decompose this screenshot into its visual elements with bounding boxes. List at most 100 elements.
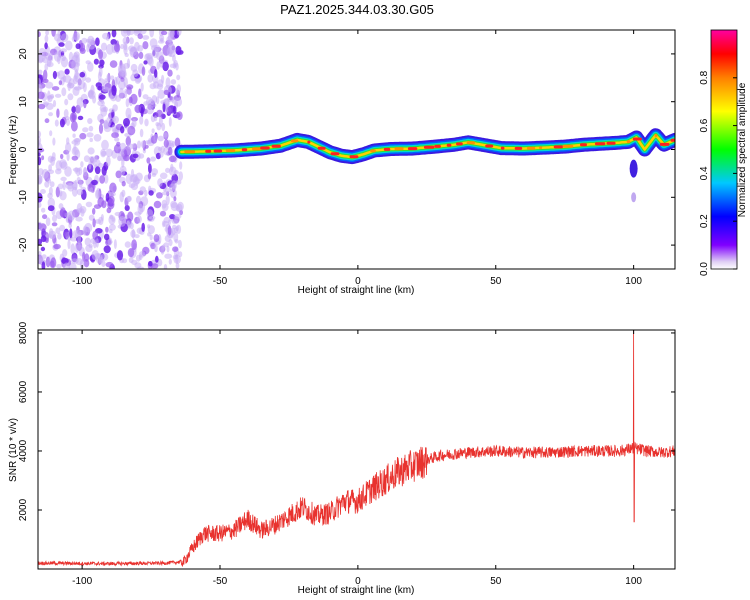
noise-speckle <box>76 208 83 213</box>
noise-speckle <box>123 118 130 127</box>
noise-speckle <box>84 237 92 246</box>
noise-speckle <box>172 54 176 63</box>
ridge-peak <box>434 144 441 148</box>
noise-speckle <box>48 112 53 117</box>
x-tick-label: 0 <box>355 276 361 287</box>
noise-speckle <box>125 136 131 147</box>
snr-panel: -100 -50 0 50 100 2000 4000 6000 8000 Height of … <box>8 321 676 596</box>
noise-speckle <box>163 132 168 138</box>
noise-speckle <box>83 155 90 163</box>
noise-speckle <box>159 172 168 180</box>
spectrogram-ridge <box>174 128 675 203</box>
colorbar-gradient <box>711 30 737 269</box>
noise-speckle <box>59 209 65 217</box>
noise-speckle <box>140 106 144 118</box>
noise-speckle <box>85 77 92 83</box>
noise-speckle <box>82 167 88 177</box>
noise-speckle <box>93 58 99 65</box>
noise-speckle <box>142 41 149 50</box>
noise-speckle <box>158 146 163 152</box>
noise-speckle <box>124 241 131 248</box>
noise-speckle <box>38 174 43 184</box>
noise-speckle <box>127 248 135 258</box>
noise-speckle <box>168 155 177 163</box>
noise-speckle <box>159 151 164 158</box>
noise-speckle <box>132 69 139 77</box>
noise-speckle <box>64 98 69 106</box>
noise-speckle <box>67 210 76 221</box>
noise-speckle <box>84 253 90 262</box>
noise-speckle <box>151 95 158 104</box>
noise-speckle <box>129 47 138 56</box>
noise-speckle <box>41 207 46 213</box>
noise-speckle <box>115 95 121 102</box>
noise-speckle <box>165 167 170 173</box>
noise-speckle <box>95 37 100 46</box>
noise-speckle <box>81 37 88 44</box>
noise-speckle <box>176 224 182 234</box>
noise-speckle <box>126 143 135 150</box>
noise-speckle <box>53 33 62 42</box>
noise-speckle <box>38 238 43 245</box>
noise-speckle <box>126 30 131 36</box>
noise-speckle <box>111 124 117 133</box>
noise-speckle <box>174 97 183 107</box>
noise-speckle <box>60 176 67 182</box>
y-tick-label: 10 <box>18 96 29 108</box>
noise-speckle <box>71 59 77 70</box>
noise-speckle <box>153 115 158 122</box>
noise-speckle <box>106 116 112 126</box>
noise-speckle <box>176 30 182 36</box>
noise-speckle <box>111 132 119 139</box>
noise-speckle <box>111 217 115 222</box>
colorbar: 0.0 0.2 0.4 0.6 0.8 Normalized spectral ampl… <box>699 29 748 276</box>
noise-speckle <box>170 79 177 85</box>
noise-speckle <box>179 209 184 216</box>
noise-speckle <box>129 37 134 45</box>
noise-speckle <box>38 69 43 75</box>
ridge-peak <box>670 138 675 142</box>
noise-speckle <box>142 94 149 100</box>
x-tick-label: 0 <box>355 576 361 587</box>
y-tick-label: 4000 <box>18 439 29 462</box>
noise-speckle <box>100 107 108 117</box>
noise-speckle <box>176 179 182 185</box>
y-tick-label: 20 <box>18 48 29 60</box>
noise-speckle <box>44 118 50 124</box>
noise-speckle <box>71 114 77 121</box>
y-tick-label: -20 <box>18 237 29 252</box>
noise-speckle <box>55 160 63 171</box>
noise-speckle <box>45 81 54 89</box>
noise-speckle <box>148 138 152 144</box>
noise-speckle <box>168 30 175 38</box>
noise-speckle <box>113 144 122 154</box>
noise-speckle <box>77 233 81 245</box>
noise-speckle <box>71 106 77 113</box>
noise-speckle <box>50 257 57 269</box>
x-tick-label: 50 <box>490 276 502 287</box>
noise-speckle <box>52 70 58 80</box>
noise-speckle <box>58 80 63 86</box>
noise-speckle <box>131 239 138 251</box>
noise-speckle <box>177 201 184 211</box>
noise-speckle <box>103 174 109 184</box>
ridge-peak <box>632 137 642 141</box>
noise-speckle <box>140 30 147 35</box>
noise-speckle <box>123 30 128 34</box>
noise-speckle <box>146 105 154 115</box>
noise-speckle <box>114 137 120 142</box>
noise-speckle <box>130 229 136 238</box>
ridge-peak <box>654 134 658 137</box>
noise-speckle <box>175 62 179 71</box>
noise-speckle <box>87 90 94 98</box>
noise-speckle <box>154 244 158 253</box>
ridge-peak <box>500 146 505 150</box>
noise-speckle <box>44 34 49 43</box>
noise-speckle <box>156 192 163 199</box>
noise-speckle <box>147 74 154 83</box>
noise-speckle <box>86 132 94 138</box>
ridge-peak <box>606 141 616 145</box>
noise-speckle <box>166 245 170 253</box>
noise-speckle <box>170 163 174 173</box>
